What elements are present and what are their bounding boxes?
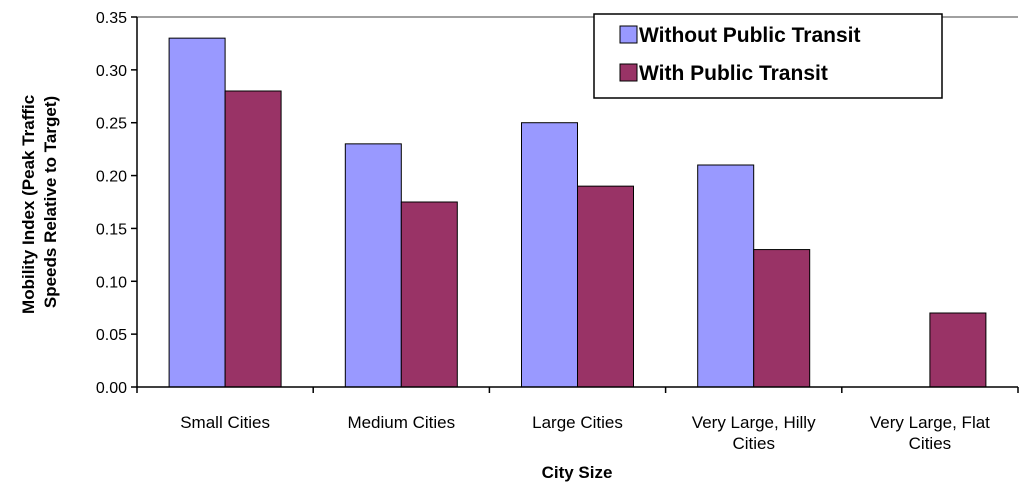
category-label-line: Medium Cities [347, 413, 455, 432]
y-tick-label: 0.25 [96, 116, 127, 133]
bar-without-transit [344, 143, 402, 388]
bars [168, 37, 987, 388]
category-label: Very Large, Flat Cities [870, 413, 990, 453]
y-axis-title-line-1: Mobility Index (Peak Traffic [19, 95, 38, 314]
legend-label-without-transit: Without Public Transit [639, 24, 860, 47]
legend-box [593, 13, 943, 99]
x-ticks [136, 387, 1019, 393]
category-label: Medium Cities [347, 413, 455, 432]
bar-with-transit [400, 201, 458, 388]
bar-without-transit [697, 164, 755, 388]
category-label-line: Very Large, Hilly [692, 413, 816, 432]
category-label-line: Cities [732, 434, 775, 453]
bar-with-transit [577, 185, 634, 388]
y-tick-label: 0.30 [96, 63, 127, 80]
x-axis-title: City Size [542, 463, 613, 482]
legend: Without Public Transit With Public Trans… [593, 13, 943, 99]
legend-swatch-with-transit [619, 63, 638, 82]
category-label-line: Large Cities [532, 413, 623, 432]
y-axis-title-line-2: Speeds Relative to Target) [41, 96, 60, 308]
category-label-line: Very Large, Flat [870, 413, 990, 432]
bar-without-transit [521, 122, 578, 388]
category-label-line: Small Cities [180, 413, 270, 432]
legend-swatch-without-transit [619, 25, 638, 44]
bar-with-transit [753, 249, 811, 388]
y-tick-label: 0.35 [96, 10, 127, 27]
legend-label-with-transit: With Public Transit [639, 62, 828, 85]
category-label: Very Large, Hilly Cities [692, 413, 816, 453]
y-tick-label: 0.05 [96, 327, 127, 344]
y-tick-label: 0.15 [96, 221, 127, 238]
y-ticks: 0.00 0.05 0.10 0.15 0.20 0.25 0.30 0.35 [96, 10, 137, 397]
category-label: Large Cities [532, 413, 623, 432]
bar-with-transit [224, 90, 282, 388]
y-tick-label: 0.00 [96, 380, 127, 397]
y-tick-label: 0.20 [96, 169, 127, 186]
category-label: Small Cities [180, 413, 270, 432]
y-tick-label: 0.10 [96, 274, 127, 291]
category-label-line: Cities [909, 434, 952, 453]
bar-with-transit [929, 312, 987, 388]
y-axis-title: Mobility Index (Peak Traffic Speeds Rela… [19, 90, 60, 314]
category-labels: Small Cities Medium Cities Large Cities Ver… [180, 413, 990, 453]
axes [136, 17, 1018, 388]
bar-without-transit [168, 37, 226, 388]
